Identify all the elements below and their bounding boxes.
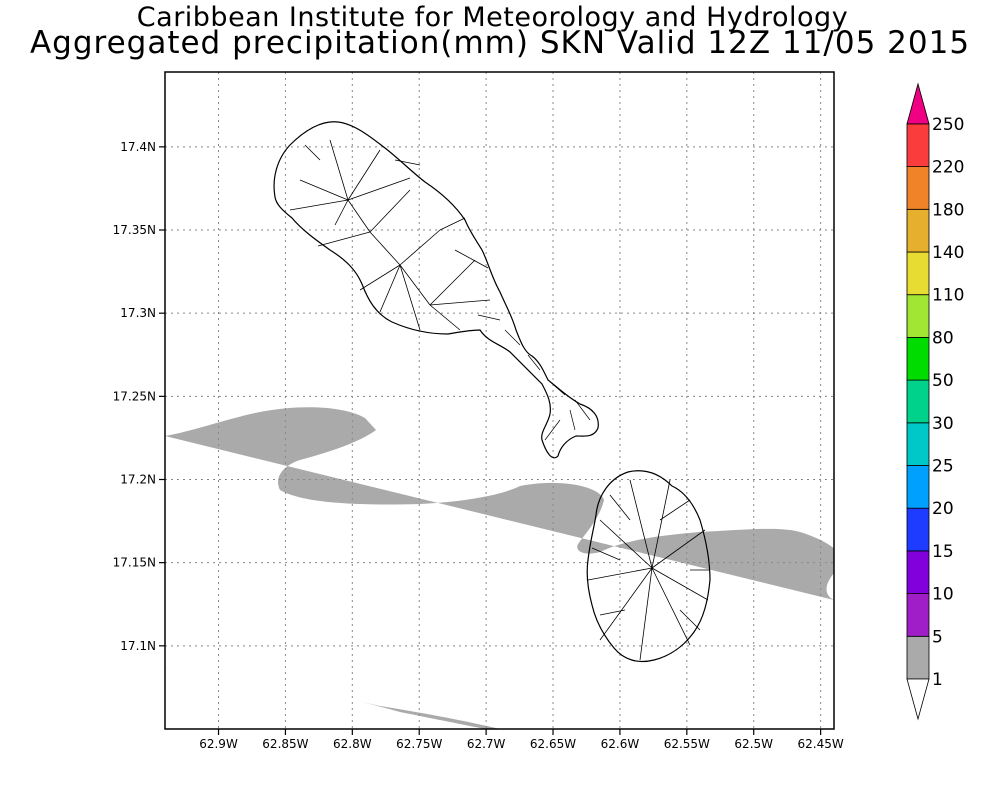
precipitation-band <box>165 407 834 729</box>
lon-axis: 62.9W 62.85W 62.8W 62.75W 62.7W 62.65W 62.6W 62… <box>199 729 844 751</box>
gridlines <box>165 72 834 729</box>
lat-tick-label: 17.4N <box>120 140 156 154</box>
colorbar-segment <box>906 422 930 466</box>
island-st-kitts <box>273 121 599 459</box>
colorbar-label: 50 <box>932 371 954 391</box>
colorbar-segment <box>906 123 930 168</box>
colorbar-label: 20 <box>932 499 954 519</box>
colorbar-top-arrow <box>906 82 930 125</box>
colorbar-bottom-arrow <box>906 678 930 721</box>
lat-tick-label: 17.2N <box>120 473 156 487</box>
colorbar-segment <box>906 593 930 637</box>
dry-area-south <box>165 667 486 729</box>
lat-tick-label: 17.3N <box>120 306 156 320</box>
lon-tick-label: 62.9W <box>199 737 238 751</box>
lon-tick-label: 62.5W <box>734 737 773 751</box>
colorbar-segment <box>906 507 930 552</box>
lat-axis: 17.4N 17.35N 17.3N 17.25N 17.2N 17.15N 17.1N <box>113 140 165 653</box>
colorbar-label: 15 <box>932 542 954 562</box>
lon-tick-label: 62.8W <box>333 737 372 751</box>
colorbar-label: 250 <box>932 115 964 135</box>
colorbar-label: 110 <box>932 286 964 306</box>
colorbar-label: 80 <box>932 328 954 348</box>
colorbar-label: 1 <box>932 670 943 690</box>
colorbar-label: 140 <box>932 243 964 263</box>
island-nevis <box>586 470 711 663</box>
colorbar-segment <box>906 550 930 595</box>
map-frame <box>164 71 835 730</box>
lon-tick-label: 62.75W <box>396 737 442 751</box>
lat-tick-label: 17.1N <box>120 639 156 653</box>
lon-tick-label: 62.45W <box>798 737 844 751</box>
colorbar-segment <box>906 294 930 338</box>
colorbar-label: 220 <box>932 158 964 178</box>
colorbar-label: 5 <box>932 627 943 647</box>
lon-tick-label: 62.6W <box>601 737 640 751</box>
map-area <box>165 72 834 729</box>
colorbar-segment <box>906 635 930 680</box>
colorbar-label: 10 <box>932 585 954 605</box>
lon-tick-label: 62.85W <box>262 737 308 751</box>
colorbar-label: 25 <box>932 457 954 477</box>
lat-tick-label: 17.25N <box>113 389 156 403</box>
colorbar-segment <box>906 166 930 210</box>
colorbar-segment <box>906 379 930 424</box>
colorbar-label: 180 <box>932 200 964 220</box>
colorbar-label: 30 <box>932 414 954 434</box>
lon-tick-label: 62.55W <box>664 737 710 751</box>
colorbar-segment <box>906 465 930 509</box>
colorbar-segment <box>906 251 930 296</box>
lat-tick-label: 17.35N <box>113 223 156 237</box>
colorbar-segment <box>906 336 930 381</box>
chart-title: Caribbean Institute for Meteorology and … <box>136 2 849 33</box>
lat-tick-label: 17.15N <box>113 556 156 570</box>
colorbar-segment <box>906 208 930 253</box>
lon-tick-label: 62.7W <box>467 737 506 751</box>
map-background <box>165 72 834 729</box>
lon-tick-label: 62.65W <box>530 737 576 751</box>
chart-subtitle: Aggregated precipitation(mm) SKN Valid 1… <box>29 25 971 61</box>
